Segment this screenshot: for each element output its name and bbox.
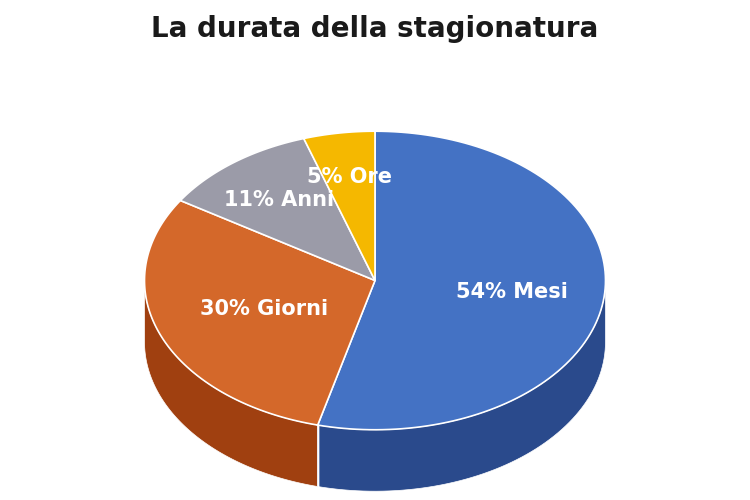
Polygon shape	[181, 138, 375, 280]
Text: 11% Anni: 11% Anni	[224, 190, 334, 210]
Text: La durata della stagionatura: La durata della stagionatura	[152, 15, 598, 43]
Text: 5% Ore: 5% Ore	[308, 168, 392, 188]
Text: 54% Mesi: 54% Mesi	[456, 282, 568, 302]
Polygon shape	[145, 200, 375, 425]
Text: 30% Giorni: 30% Giorni	[200, 299, 328, 319]
Polygon shape	[145, 280, 318, 486]
Polygon shape	[304, 131, 375, 280]
Polygon shape	[318, 131, 605, 430]
Polygon shape	[318, 280, 605, 491]
